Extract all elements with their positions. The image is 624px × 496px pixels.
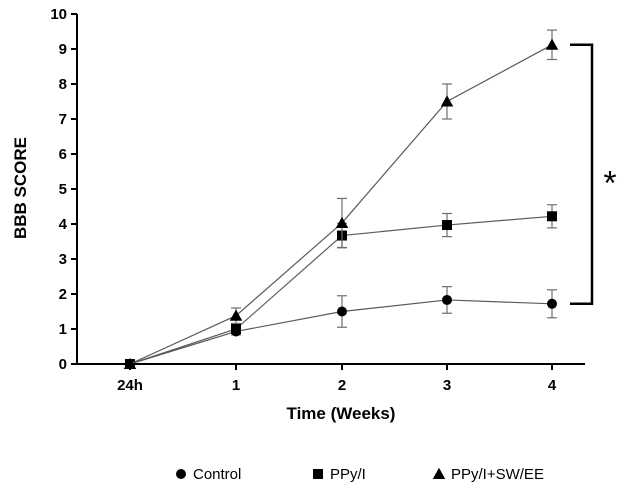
legend-item-control: Control	[176, 466, 241, 483]
legend-marker-ppy-i-sw-ee	[432, 467, 446, 479]
legend-label-ppy-i-sw-ee: PPy/I+SW/EE	[451, 466, 544, 483]
y-tick-label: 9	[59, 41, 67, 58]
y-axis-title: BBB SCORE	[11, 137, 30, 239]
legend-label-control: Control	[193, 466, 241, 483]
data-point-ppy-i	[547, 211, 557, 222]
data-point-ppy-i-sw-ee	[335, 216, 349, 228]
data-point-ppy-i	[231, 324, 241, 334]
x-tick-label: 24h	[117, 377, 143, 394]
annotation-layer: *	[570, 43, 617, 306]
series-ppy-i-sw-ee	[123, 29, 559, 369]
legend-label-ppy-i: PPy/I	[330, 466, 366, 483]
y-tick-label: 8	[59, 76, 67, 93]
legend-item-ppy-i-sw-ee: PPy/I+SW/EE	[432, 466, 544, 483]
significance-bracket	[570, 43, 594, 306]
y-tick-label: 5	[59, 181, 67, 198]
y-tick-label: 1	[59, 321, 67, 338]
x-tick-label: 4	[548, 377, 557, 394]
data-point-ppy-i-sw-ee	[229, 309, 243, 321]
series-layer	[123, 29, 559, 369]
y-tick-label: 2	[59, 286, 67, 303]
y-tick-label: 7	[59, 111, 67, 128]
y-tick-label: 6	[59, 146, 67, 163]
data-point-ppy-i-sw-ee	[123, 357, 137, 369]
data-point-ppy-i	[442, 220, 452, 231]
axes: 0 1 2 3 4 5 6 7 8 9 10 24h 1 2 3 4	[50, 6, 585, 394]
y-tick-label: 0	[59, 356, 67, 373]
legend: Control PPy/I PPy/I+SW/EE	[176, 466, 544, 483]
significance-asterisk: *	[603, 164, 616, 202]
data-point-ppy-i-sw-ee	[440, 95, 454, 107]
y-tick-label: 10	[50, 6, 67, 23]
x-tick-label: 3	[443, 377, 451, 394]
x-tick-label: 1	[232, 377, 240, 394]
series-ppy-i	[125, 204, 557, 369]
legend-item-ppy-i: PPy/I	[313, 466, 366, 483]
series-control	[125, 286, 557, 369]
data-point-control	[547, 298, 557, 309]
data-point-control	[442, 294, 452, 305]
x-axis-title: Time (Weeks)	[287, 404, 396, 423]
legend-marker-control	[176, 469, 186, 479]
legend-marker-ppy-i	[313, 469, 323, 479]
y-tick-label: 3	[59, 251, 67, 268]
x-tick-label: 2	[338, 377, 346, 394]
data-point-control	[337, 306, 347, 317]
data-point-ppy-i-sw-ee	[545, 38, 559, 50]
y-tick-label: 4	[59, 216, 68, 233]
